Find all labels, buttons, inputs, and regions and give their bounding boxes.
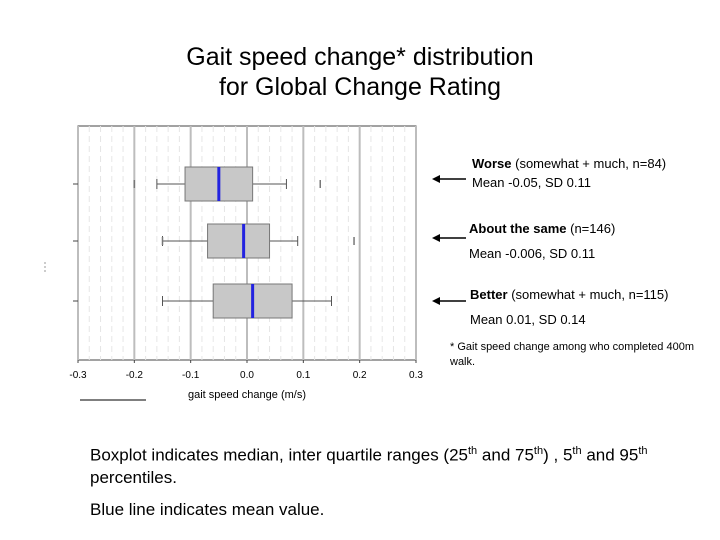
chart-marks [133,166,466,319]
x-tick-label: 0.2 [353,370,367,381]
x-tick-label: -0.1 [182,370,200,381]
chart-title: Gait speed change* distribution for Glob… [100,42,620,102]
annotation-arrowhead [432,234,440,242]
annotation-detail: (n=146) [566,221,616,236]
annotation-label: Worse [472,156,512,171]
annotation-same: About the same (n=146) Mean -0.006, SD 0… [469,219,615,263]
footnote: * Gait speed change among who completed … [450,341,694,368]
annotation-detail: (somewhat + much, n=115) [507,287,669,302]
annotation-label: Better [470,287,508,302]
annotation-stats: Mean -0.006, SD 0.11 [469,246,596,261]
x-axis: -0.3 -0.2 -0.1 0.0 0.1 0.2 0.3 gait speed chang… [69,183,423,401]
box [207,223,271,259]
chart-title-line1: Gait speed change* distribution [186,43,534,71]
annotation-detail: (somewhat + much, n=84) [511,156,667,171]
annotation-better: Better (somewhat + much, n=115) Mean 0.0… [470,285,668,329]
annotation-worse: Worse (somewhat + much, n=84) Mean -0.05… [472,154,666,192]
annotation-stats: Mean 0.01, SD 0.14 [470,312,586,327]
x-tick-label: 0.1 [296,370,310,381]
annotation-arrowhead [432,175,440,183]
x-tick-label: 0.0 [240,370,254,381]
x-tick-label: -0.2 [126,370,144,381]
x-tick-label: 0.3 [409,370,423,381]
x-tick-label: -0.3 [69,370,87,381]
plot-area [44,125,417,401]
annotation-label: About the same [469,221,567,236]
caption: Boxplot indicates median, inter quartile… [90,440,690,531]
caption-line2: Blue line indicates mean value. [90,499,325,519]
chart-title-line2: for Global Change Rating [218,73,502,101]
annotation-stats: Mean -0.05, SD 0.11 [472,175,591,190]
x-axis-label: gait speed change (m/s) [188,389,306,401]
annotation-arrowhead [432,297,440,305]
caption-line1: Boxplot indicates median, inter quartile… [90,445,648,487]
